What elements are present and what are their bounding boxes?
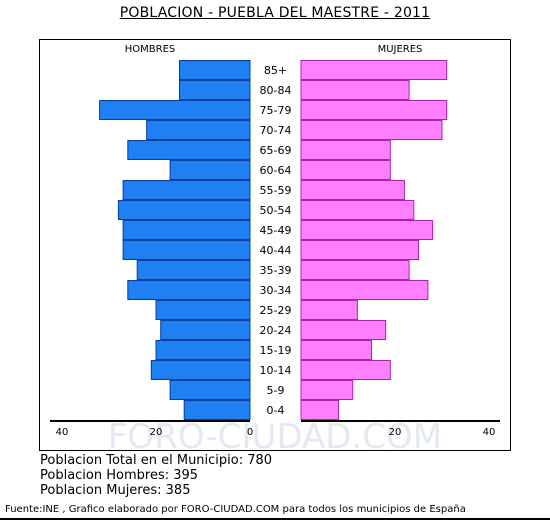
age-group-label: 60-64: [260, 164, 292, 177]
bar-hombres-45-49: [122, 220, 251, 240]
bar-hombres-30-34: [127, 280, 251, 300]
bar-mujeres-60-64: [300, 160, 391, 180]
bar-mujeres-75-79: [300, 100, 448, 120]
bar-mujeres-50-54: [300, 200, 415, 220]
chart-title: POBLACION - PUEBLA DEL MAESTRE - 2011: [119, 5, 431, 21]
x-tick-label: 40: [56, 427, 69, 438]
bar-mujeres-70-74: [300, 120, 443, 140]
legend-mujeres: MUJERES: [378, 44, 423, 55]
legend-hombres: HOMBRES: [125, 44, 176, 55]
bar-hombres-40-44: [122, 240, 251, 260]
bar-hombres-70-74: [146, 120, 251, 140]
bar-mujeres-35-39: [300, 260, 410, 280]
bar-hombres-35-39: [136, 260, 251, 280]
bar-mujeres-20-24: [300, 320, 387, 340]
x-tick-label: 40: [483, 427, 496, 438]
age-group-label: 65-69: [260, 144, 292, 157]
x-tick-label: 20: [150, 427, 163, 438]
bar-mujeres-5-9: [300, 380, 354, 400]
bar-hombres-25-29: [155, 300, 251, 320]
chart-frame: [39, 39, 511, 451]
age-group-label: 0-4: [267, 404, 285, 417]
bar-hombres-15-19: [155, 340, 251, 360]
bar-mujeres-65-69: [300, 140, 391, 160]
age-group-label: 10-14: [260, 364, 292, 377]
bar-hombres-55-59: [122, 180, 251, 200]
bar-mujeres-85+: [300, 60, 448, 80]
age-group-label: 55-59: [260, 184, 292, 197]
bar-mujeres-55-59: [300, 180, 405, 200]
bar-hombres-85+: [179, 60, 251, 80]
age-group-label: 40-44: [260, 244, 292, 257]
age-group-label: 80-84: [260, 84, 292, 97]
x-tick-label: 20: [389, 427, 402, 438]
bar-hombres-60-64: [169, 160, 251, 180]
watermark-text: FORO-CIUDAD.COM: [108, 417, 442, 457]
stat-total: Poblacion Total en el Municipio: 780: [40, 453, 273, 468]
source-footer: Fuente:INE , Grafico elaborado por FORO-…: [5, 504, 466, 515]
bar-hombres-75-79: [99, 100, 251, 120]
footer-divider: [0, 518, 550, 520]
bar-hombres-0-4: [183, 400, 251, 420]
age-group-label: 85+: [264, 64, 287, 77]
bar-mujeres-30-34: [300, 280, 429, 300]
bar-mujeres-25-29: [300, 300, 358, 320]
age-group-label: 50-54: [260, 204, 292, 217]
age-group-label: 20-24: [260, 324, 292, 337]
age-group-label: 5-9: [267, 384, 285, 397]
age-group-label: 70-74: [260, 124, 292, 137]
age-group-label: 15-19: [260, 344, 292, 357]
bar-mujeres-15-19: [300, 340, 372, 360]
bar-hombres-5-9: [169, 380, 251, 400]
age-group-label: 35-39: [260, 264, 292, 277]
bar-mujeres-80-84: [300, 80, 410, 100]
bar-hombres-80-84: [179, 80, 251, 100]
bar-mujeres-45-49: [300, 220, 434, 240]
bar-hombres-10-14: [150, 360, 251, 380]
population-stats: Poblacion Total en el Municipio: 780 Pob…: [40, 453, 272, 498]
bar-mujeres-0-4: [300, 400, 340, 420]
bar-mujeres-40-44: [300, 240, 419, 260]
stat-men: Poblacion Hombres: 395: [40, 468, 199, 483]
age-group-label: 45-49: [260, 224, 292, 237]
bar-mujeres-10-14: [300, 360, 391, 380]
age-group-label: 25-29: [260, 304, 292, 317]
age-group-label: 30-34: [260, 284, 292, 297]
bar-hombres-50-54: [117, 200, 251, 220]
bar-hombres-65-69: [127, 140, 251, 160]
age-group-label: 75-79: [260, 104, 292, 117]
stat-women: Poblacion Mujeres: 385: [40, 483, 191, 498]
x-tick-label: 0: [247, 427, 253, 438]
bar-hombres-20-24: [160, 320, 251, 340]
